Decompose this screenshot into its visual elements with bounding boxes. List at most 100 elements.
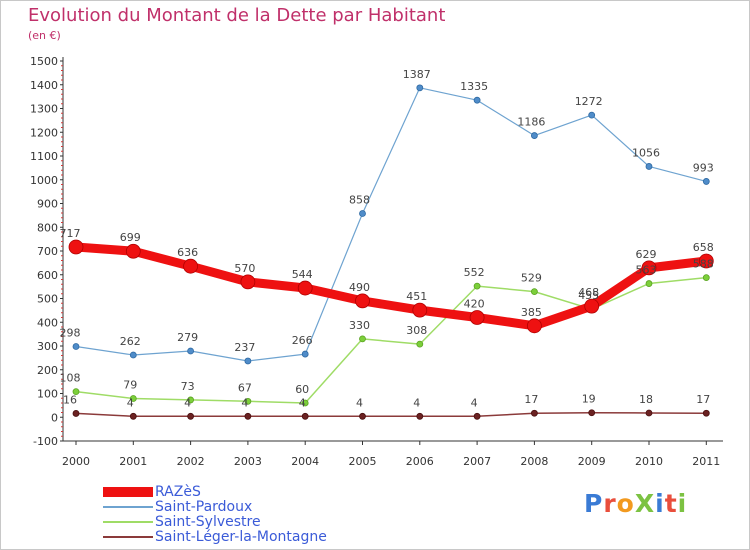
- y-tick-label: 800: [37, 221, 58, 234]
- y-tick-label: 900: [37, 198, 58, 211]
- logo-letter: i: [655, 489, 665, 518]
- x-tick-label: 2005: [349, 455, 377, 468]
- series-line: [75, 411, 708, 418]
- data-point: [416, 412, 424, 420]
- data-label: 262: [120, 335, 141, 348]
- x-tick-label: 2000: [62, 455, 90, 468]
- data-point: [416, 84, 424, 92]
- data-label: 4: [184, 396, 191, 409]
- data-label: 993: [693, 161, 714, 174]
- data-point: [359, 412, 366, 420]
- data-point: [72, 410, 80, 417]
- data-label: 73: [181, 380, 195, 393]
- data-point: [355, 293, 370, 309]
- data-point: [473, 96, 481, 104]
- data-point: [702, 409, 710, 417]
- data-point: [473, 412, 481, 420]
- data-point: [183, 258, 199, 274]
- data-label: 16: [63, 393, 77, 406]
- data-point: [129, 395, 137, 402]
- logo-letter: t: [664, 489, 678, 518]
- data-label: 18: [639, 393, 653, 406]
- y-tick-label: 100: [37, 388, 58, 401]
- data-point: [187, 412, 195, 420]
- legend-swatch: [103, 487, 153, 497]
- data-label: 629: [636, 248, 657, 261]
- data-label: 67: [238, 381, 252, 394]
- legend-swatch: [103, 536, 153, 538]
- y-tick-label: 500: [37, 293, 58, 306]
- data-point: [68, 239, 84, 255]
- legend-label: RAZèS: [155, 484, 201, 500]
- data-point: [588, 111, 596, 119]
- data-point: [125, 243, 141, 259]
- data-point: [301, 350, 309, 358]
- data-label: 451: [406, 290, 427, 303]
- y-tick-label: 1200: [30, 126, 58, 139]
- logo-letter: r: [603, 489, 617, 518]
- series-line: [71, 242, 711, 331]
- data-label: 1056: [632, 146, 660, 159]
- x-tick-label: 2006: [406, 455, 434, 468]
- data-point: [645, 163, 653, 170]
- data-label: 1186: [517, 116, 545, 129]
- data-point: [473, 282, 481, 290]
- data-point: [645, 409, 653, 417]
- data-point: [469, 310, 485, 325]
- data-point: [301, 399, 309, 407]
- data-label: 79: [123, 378, 137, 391]
- data-label: 108: [60, 372, 81, 385]
- data-label: 17: [524, 393, 538, 406]
- series-line: [75, 87, 707, 362]
- logo-letter: X: [634, 489, 656, 518]
- data-point: [412, 302, 428, 318]
- data-label: 237: [234, 341, 255, 354]
- x-tick-label: 2002: [177, 455, 205, 468]
- data-point: [129, 412, 137, 420]
- logo-letter: i: [677, 489, 688, 518]
- data-label: 636: [177, 246, 198, 259]
- y-tick-label: 200: [37, 364, 58, 377]
- data-point: [244, 412, 252, 420]
- data-label: 308: [406, 324, 427, 337]
- data-label: 529: [521, 272, 542, 285]
- data-point: [187, 347, 195, 355]
- data-label: 1387: [403, 68, 431, 81]
- x-tick-label: 2008: [520, 455, 548, 468]
- data-label: 468: [578, 286, 599, 299]
- y-tick-label: 300: [37, 340, 58, 353]
- y-tick-label: -100: [33, 435, 58, 448]
- data-point: [72, 343, 80, 350]
- data-label: 330: [349, 319, 370, 332]
- data-point: [702, 274, 710, 282]
- data-label: 699: [120, 231, 141, 244]
- legend-swatch: [103, 521, 153, 523]
- x-tick-label: 2010: [635, 455, 663, 468]
- data-label: 4: [413, 396, 420, 409]
- data-label: 1335: [460, 80, 488, 93]
- data-point: [531, 409, 538, 417]
- data-label: 4: [127, 396, 134, 409]
- legend-label: Saint-Pardoux: [155, 499, 253, 515]
- data-point: [240, 274, 256, 290]
- data-label: 4: [299, 396, 306, 409]
- legend-swatch: [103, 506, 153, 508]
- data-point: [584, 298, 600, 314]
- data-label: 19: [582, 393, 596, 406]
- data-point: [301, 412, 309, 420]
- data-label: 1272: [575, 95, 603, 108]
- data-label: 4: [241, 396, 248, 409]
- y-tick-label: 400: [37, 316, 58, 329]
- y-tick-label: 600: [37, 269, 58, 282]
- logo-letter: P: [584, 489, 604, 518]
- legend-label: Saint-Sylvestre: [155, 514, 261, 530]
- data-point: [359, 210, 366, 217]
- y-tick-label: 1300: [30, 103, 58, 116]
- y-tick-label: 1500: [30, 55, 58, 68]
- data-label: 658: [693, 241, 714, 254]
- data-point: [531, 288, 538, 296]
- data-label: 385: [521, 306, 542, 319]
- y-tick-label: 1400: [30, 79, 58, 92]
- y-tick-label: 700: [37, 245, 58, 258]
- data-point: [297, 280, 313, 296]
